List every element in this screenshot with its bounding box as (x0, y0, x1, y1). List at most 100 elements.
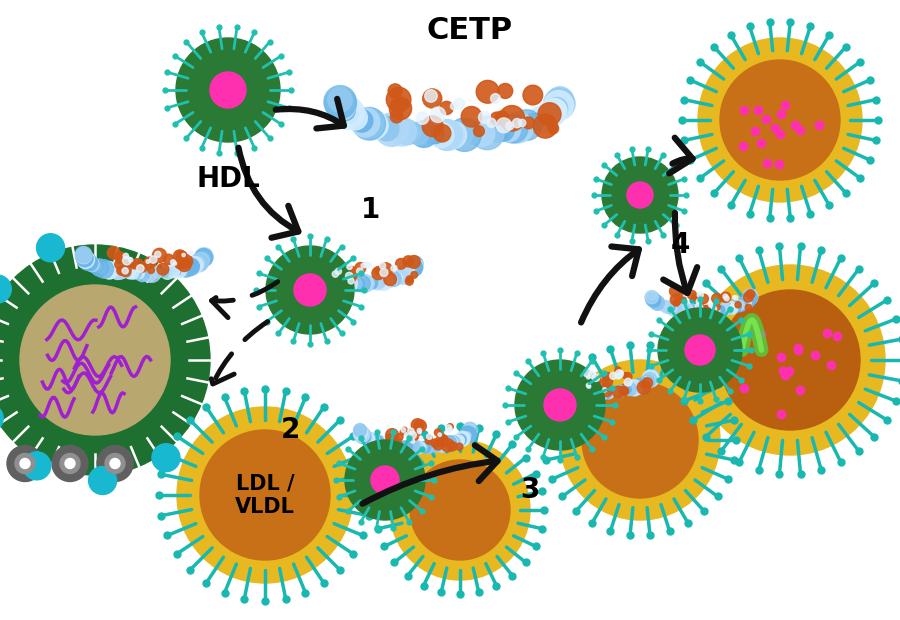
Circle shape (570, 384, 587, 401)
Circle shape (393, 270, 408, 284)
Circle shape (645, 291, 659, 305)
Circle shape (367, 263, 372, 267)
Circle shape (374, 267, 382, 275)
Circle shape (386, 87, 411, 112)
Circle shape (398, 443, 406, 451)
Circle shape (612, 387, 621, 396)
Circle shape (382, 440, 394, 451)
Circle shape (518, 119, 526, 126)
Circle shape (533, 371, 542, 380)
Circle shape (166, 265, 180, 278)
Circle shape (442, 439, 452, 450)
Circle shape (354, 427, 370, 443)
Circle shape (446, 436, 460, 449)
Circle shape (743, 289, 757, 302)
Circle shape (65, 459, 75, 469)
Circle shape (536, 376, 546, 387)
Circle shape (455, 443, 463, 450)
Circle shape (721, 292, 731, 303)
Circle shape (669, 304, 676, 312)
Circle shape (715, 307, 721, 314)
Circle shape (544, 379, 561, 395)
Circle shape (589, 388, 598, 397)
Circle shape (484, 124, 501, 141)
Circle shape (351, 108, 380, 137)
Circle shape (571, 376, 578, 382)
Circle shape (742, 290, 758, 305)
Circle shape (385, 438, 401, 454)
Circle shape (394, 273, 402, 281)
Circle shape (692, 293, 698, 299)
Circle shape (417, 112, 428, 124)
Circle shape (375, 277, 386, 287)
Circle shape (354, 275, 370, 292)
Text: CETP: CETP (427, 16, 513, 45)
Circle shape (544, 389, 576, 421)
Circle shape (52, 446, 88, 482)
Circle shape (401, 428, 406, 432)
Circle shape (195, 247, 213, 265)
Circle shape (200, 430, 330, 560)
Circle shape (83, 256, 98, 271)
Circle shape (725, 301, 738, 314)
Circle shape (374, 117, 399, 141)
Circle shape (537, 378, 547, 387)
Circle shape (368, 436, 381, 448)
Circle shape (287, 258, 301, 272)
Circle shape (22, 452, 50, 480)
Circle shape (354, 423, 366, 436)
Circle shape (627, 182, 653, 208)
Circle shape (730, 301, 742, 313)
Circle shape (642, 374, 656, 388)
Circle shape (150, 268, 160, 278)
Circle shape (134, 266, 150, 281)
Circle shape (88, 259, 103, 273)
Circle shape (575, 386, 588, 399)
Circle shape (463, 422, 478, 438)
Circle shape (511, 110, 542, 140)
Circle shape (201, 252, 209, 260)
Circle shape (374, 272, 392, 290)
Circle shape (712, 306, 716, 311)
Circle shape (582, 381, 590, 388)
Circle shape (379, 269, 384, 275)
Circle shape (691, 294, 697, 299)
Circle shape (608, 388, 615, 396)
Circle shape (423, 89, 442, 108)
Circle shape (648, 372, 656, 379)
Circle shape (392, 274, 400, 283)
Circle shape (666, 303, 675, 312)
Circle shape (479, 112, 490, 123)
Circle shape (290, 262, 298, 270)
Circle shape (526, 109, 550, 133)
Circle shape (110, 267, 120, 276)
Circle shape (314, 275, 324, 285)
Circle shape (346, 264, 352, 270)
Circle shape (512, 118, 522, 128)
Circle shape (324, 86, 356, 118)
Circle shape (720, 60, 840, 180)
Circle shape (683, 305, 696, 317)
Circle shape (681, 297, 686, 302)
Circle shape (447, 423, 454, 430)
FancyArrowPatch shape (663, 213, 698, 293)
Circle shape (292, 265, 304, 278)
Circle shape (454, 99, 464, 109)
Circle shape (528, 106, 555, 133)
Circle shape (695, 265, 885, 455)
Circle shape (458, 432, 470, 444)
Circle shape (613, 386, 625, 398)
Circle shape (624, 373, 632, 381)
Circle shape (367, 116, 388, 137)
Circle shape (405, 259, 423, 277)
Circle shape (356, 275, 374, 292)
Circle shape (406, 276, 413, 283)
Circle shape (539, 378, 549, 388)
Circle shape (101, 262, 118, 279)
Circle shape (570, 378, 583, 392)
Circle shape (176, 38, 280, 142)
Circle shape (354, 426, 367, 440)
Circle shape (569, 383, 582, 396)
Circle shape (348, 280, 356, 288)
Circle shape (387, 441, 395, 450)
